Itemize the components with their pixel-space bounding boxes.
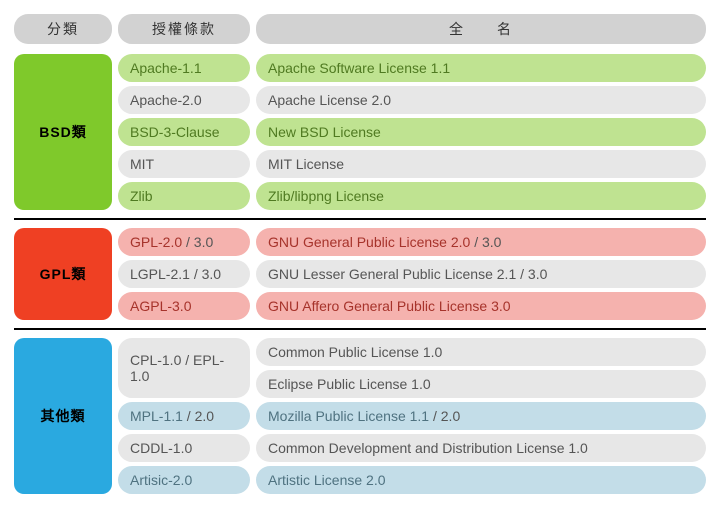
rows-other: CPL-1.0 / EPL-1.0Common Public License 1… bbox=[118, 338, 706, 494]
license-fullname: Artistic License 2.0 bbox=[256, 466, 706, 494]
license-code: MPL-1.1 / 2.0 bbox=[118, 402, 250, 430]
category-label-gpl: GPL類 bbox=[14, 228, 112, 320]
license-fullname: Common Development and Distribution Lice… bbox=[256, 434, 706, 462]
license-code: CDDL-1.0 bbox=[118, 434, 250, 462]
header-fullname: 全 名 bbox=[256, 14, 706, 44]
license-fullname: GNU General Public License 2.0 / 3.0 bbox=[256, 228, 706, 256]
license-code: MIT bbox=[118, 150, 250, 178]
table-row: Apache-2.0Apache License 2.0 bbox=[118, 86, 706, 114]
rows-bsd: Apache-1.1Apache Software License 1.1Apa… bbox=[118, 54, 706, 210]
license-code: Zlib bbox=[118, 182, 250, 210]
table-row: Apache-1.1Apache Software License 1.1 bbox=[118, 54, 706, 82]
table-row: BSD-3-ClauseNew BSD License bbox=[118, 118, 706, 146]
header-row: 分類 授權條款 全 名 bbox=[14, 14, 706, 44]
license-fullname: GNU Affero General Public License 3.0 bbox=[256, 292, 706, 320]
license-code: CPL-1.0 / EPL-1.0 bbox=[118, 338, 250, 398]
license-code: BSD-3-Clause bbox=[118, 118, 250, 146]
table-row: ZlibZlib/libpng License bbox=[118, 182, 706, 210]
table-row: CPL-1.0 / EPL-1.0Common Public License 1… bbox=[118, 338, 706, 398]
group-gpl: GPL類GPL-2.0 / 3.0GNU General Public Lice… bbox=[14, 228, 706, 330]
table-row: CDDL-1.0Common Development and Distribut… bbox=[118, 434, 706, 462]
header-code: 授權條款 bbox=[118, 14, 250, 44]
group-bsd: BSD類Apache-1.1Apache Software License 1.… bbox=[14, 54, 706, 220]
license-fullname: Apache License 2.0 bbox=[256, 86, 706, 114]
license-fullname: GNU Lesser General Public License 2.1 / … bbox=[256, 260, 706, 288]
license-code: Apache-1.1 bbox=[118, 54, 250, 82]
license-fullname: Apache Software License 1.1 bbox=[256, 54, 706, 82]
category-label-bsd: BSD類 bbox=[14, 54, 112, 210]
table-row: Artisic-2.0Artistic License 2.0 bbox=[118, 466, 706, 494]
license-code: Apache-2.0 bbox=[118, 86, 250, 114]
license-fullname: Eclipse Public License 1.0 bbox=[256, 370, 706, 398]
license-code: Artisic-2.0 bbox=[118, 466, 250, 494]
header-category: 分類 bbox=[14, 14, 112, 44]
license-fullname: Zlib/libpng License bbox=[256, 182, 706, 210]
table-row: MPL-1.1 / 2.0Mozilla Public License 1.1 … bbox=[118, 402, 706, 430]
license-fullname: New BSD License bbox=[256, 118, 706, 146]
rows-gpl: GPL-2.0 / 3.0GNU General Public License … bbox=[118, 228, 706, 320]
category-label-other: 其他類 bbox=[14, 338, 112, 494]
license-code: AGPL-3.0 bbox=[118, 292, 250, 320]
license-fullname: Common Public License 1.0 bbox=[256, 338, 706, 366]
table-row: LGPL-2.1 / 3.0GNU Lesser General Public … bbox=[118, 260, 706, 288]
license-fullname: MIT License bbox=[256, 150, 706, 178]
group-other: 其他類CPL-1.0 / EPL-1.0Common Public Licens… bbox=[14, 338, 706, 502]
license-code: LGPL-2.1 / 3.0 bbox=[118, 260, 250, 288]
license-code: GPL-2.0 / 3.0 bbox=[118, 228, 250, 256]
table-row: GPL-2.0 / 3.0GNU General Public License … bbox=[118, 228, 706, 256]
license-table: 分類 授權條款 全 名 BSD類Apache-1.1Apache Softwar… bbox=[14, 14, 706, 502]
table-row: AGPL-3.0GNU Affero General Public Licens… bbox=[118, 292, 706, 320]
license-fullname-stack: Common Public License 1.0 Eclipse Public … bbox=[256, 338, 706, 398]
license-fullname: Mozilla Public License 1.1 / 2.0 bbox=[256, 402, 706, 430]
table-row: MITMIT License bbox=[118, 150, 706, 178]
